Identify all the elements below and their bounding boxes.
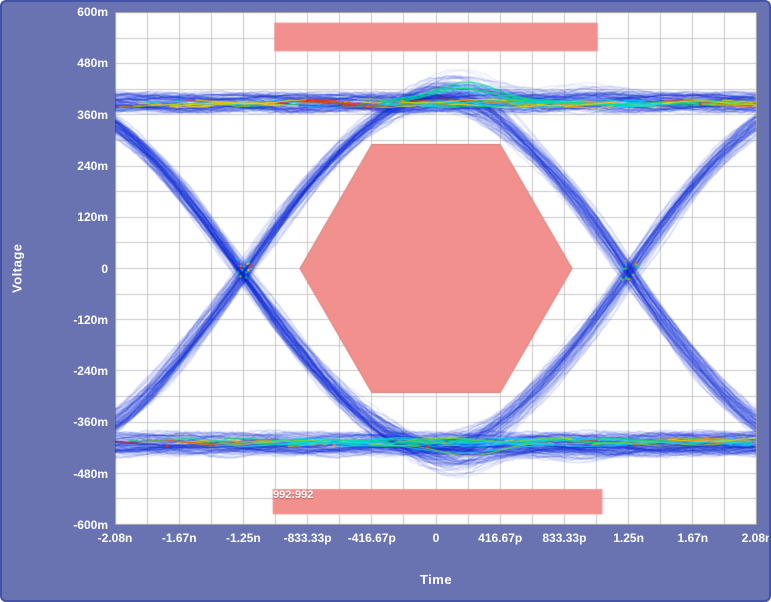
x-tick-label: -833.33p [283,531,332,545]
plot-area: 992:992 [115,12,757,525]
y-tick-label: 600m [77,5,108,19]
y-tick-label: -240m [73,364,108,379]
eye-diagram-canvas [115,12,757,525]
x-tick-label: 0 [432,531,440,545]
y-tick-label: -120m [73,312,108,327]
y-tick-label: 120m [77,210,108,225]
x-tick-label: 1.67n [677,531,709,545]
mask-result-text: 992:992 [273,489,314,501]
y-tick-label: 480m [77,56,108,71]
x-tick-label: -1.25n [226,531,261,545]
x-tick-label: 1.25n [613,531,644,545]
y-tick-label: 360m [77,107,108,122]
x-tick-label: -1.67n [161,531,197,545]
x-axis-title: Time [419,572,453,587]
x-tick-label: 2.08n [741,531,771,545]
x-tick-label: -416.67p [347,531,396,545]
x-tick-label: 416.67p [478,531,523,545]
y-tick-label: -360m [73,415,108,430]
y-tick-label: 0 [101,261,108,276]
x-tick-label: -2.08n [97,531,133,545]
x-tick-label: 833.33p [542,531,587,545]
y-tick-label: -480m [73,466,108,481]
y-tick-label: -600m [73,518,108,532]
y-tick-label: 240m [77,158,108,173]
